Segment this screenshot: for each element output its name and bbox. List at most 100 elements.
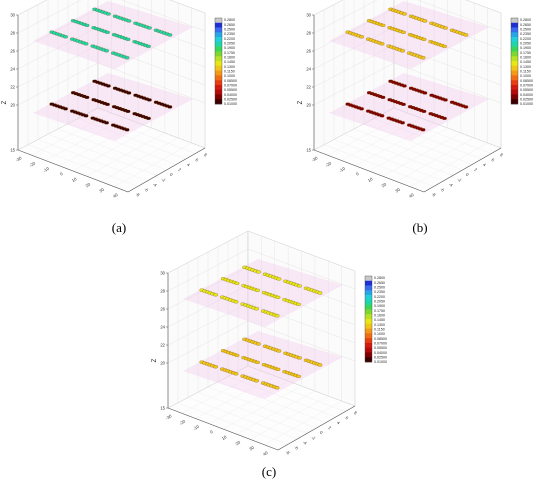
colorbar-swatch <box>511 51 518 57</box>
colorbar-swatch <box>365 347 372 353</box>
z-grid-line <box>313 62 502 106</box>
data-point <box>83 114 89 118</box>
data-point <box>274 314 280 318</box>
colorbar-tick-label: 0.01000 <box>520 102 533 106</box>
data-point <box>63 107 68 111</box>
floor-grid-line <box>264 400 342 445</box>
z-tick-labels: 15 20 22 24 26 28 30 <box>306 13 314 153</box>
colorbar-tick-label: 0.1450 <box>374 318 385 322</box>
colorbar-swatch <box>215 46 222 52</box>
y-axis <box>423 147 502 193</box>
colorbar-swatch <box>365 309 372 315</box>
z-grid-line <box>313 107 502 151</box>
colorbar-swatch <box>215 70 222 76</box>
y-tick-label: -8 <box>135 191 141 198</box>
data-point <box>256 342 261 346</box>
colorbar-tick-label: 0.2200 <box>520 37 531 41</box>
colorbar-tick-label: 0.01000 <box>224 102 237 106</box>
colorbar: 0.28000.26500.25000.23500.22000.20500.19… <box>364 275 387 364</box>
data-point <box>276 277 282 281</box>
colorbar-tick-label: 0.2350 <box>520 32 531 36</box>
colorbar-tick-label: 0.1450 <box>520 60 531 64</box>
colorbar-swatch <box>511 89 518 95</box>
colorbar-tick-label: 0.05500 <box>224 88 237 92</box>
data-point <box>147 98 152 102</box>
data-point <box>125 37 131 41</box>
z-tick-label: 30 <box>10 13 15 18</box>
y-tick-label: -2 <box>456 177 462 184</box>
panel-caption-0: (a) <box>112 220 126 235</box>
colorbar-tick-label: 0.02500 <box>520 98 533 102</box>
data-point <box>443 26 448 30</box>
data-layer-z28 <box>329 1 489 69</box>
colorbar-tick-label: 0.1300 <box>374 323 385 327</box>
z-grid-line <box>167 230 356 274</box>
z-grid-line <box>167 284 356 328</box>
data-point <box>463 105 469 109</box>
colorbar-swatch <box>511 75 518 81</box>
data-point <box>124 56 130 60</box>
data-point <box>213 293 218 297</box>
colorbar-swatch <box>511 61 518 67</box>
colorbar-swatch <box>365 276 372 282</box>
y-tick-label: 0 <box>169 172 174 178</box>
data-point <box>125 109 131 113</box>
x-tick-label: -30 <box>311 155 319 163</box>
z-tick-label: 28 <box>10 31 15 36</box>
data-point <box>256 270 261 274</box>
z-tick-label: 30 <box>160 271 165 276</box>
colorbar-swatch <box>215 37 222 43</box>
data-point <box>213 365 218 369</box>
z-grid-line <box>313 44 502 88</box>
data-point <box>146 116 151 120</box>
x-tick-label: 20 <box>85 181 92 188</box>
x-tick-label: 0 <box>209 429 214 435</box>
z-tick-label: 15 <box>306 148 311 153</box>
colorbar-swatch <box>511 27 518 33</box>
x-tick-label: 0 <box>59 171 64 177</box>
colorbar-swatch <box>511 18 518 24</box>
colorbar-tick-label: 0.2650 <box>520 23 531 27</box>
y-tick-label: -4 <box>152 182 158 189</box>
x-tick-label: -30 <box>165 413 173 421</box>
y-tick-label: 0 <box>465 172 470 178</box>
x-tick-labels: -30 -20 -10 0 10 20 30 40 <box>311 155 416 199</box>
z-tick-label: 26 <box>306 49 311 54</box>
colorbar-swatch <box>215 65 222 71</box>
colorbar: 0.28000.26500.25000.23500.22000.20500.19… <box>214 17 237 106</box>
data-point <box>379 114 385 118</box>
y-tick-label: 6 <box>491 157 496 163</box>
colorbar-swatch <box>365 342 372 348</box>
data-point <box>401 30 406 34</box>
data-point <box>104 121 109 125</box>
x-tick-label: 40 <box>262 450 269 457</box>
colorbar-swatch <box>511 46 518 52</box>
x-tick-label: 40 <box>112 192 119 199</box>
colorbar-swatch <box>215 22 222 28</box>
y-tick-label: -8 <box>285 449 291 456</box>
z-grid-line <box>17 26 206 70</box>
data-point <box>296 302 301 306</box>
colorbar-frame <box>364 275 373 363</box>
x-tick-label: 10 <box>71 176 78 183</box>
z-grid-line <box>167 248 356 292</box>
colorbar-tick-label: 0.04000 <box>224 93 237 97</box>
data-point <box>420 128 426 132</box>
z-tick-label: 20 <box>160 361 165 366</box>
colorbar-tick-label: 0.1750 <box>520 51 531 55</box>
colorbar-tick-label: 0.04000 <box>520 93 533 97</box>
x-tick-label: -10 <box>338 165 346 173</box>
floor-grid-line <box>114 142 192 187</box>
floor-grid-line <box>237 371 346 412</box>
floor-grid-line <box>353 128 463 171</box>
colorbar-swatch <box>215 75 222 81</box>
colorbar-tick-label: 0.2200 <box>224 37 235 41</box>
colorbar-tick-label: 0.1000 <box>374 332 385 336</box>
data-layer-z20 <box>329 73 489 141</box>
z-grid-line <box>17 0 206 34</box>
floor-grid-line <box>87 113 196 154</box>
